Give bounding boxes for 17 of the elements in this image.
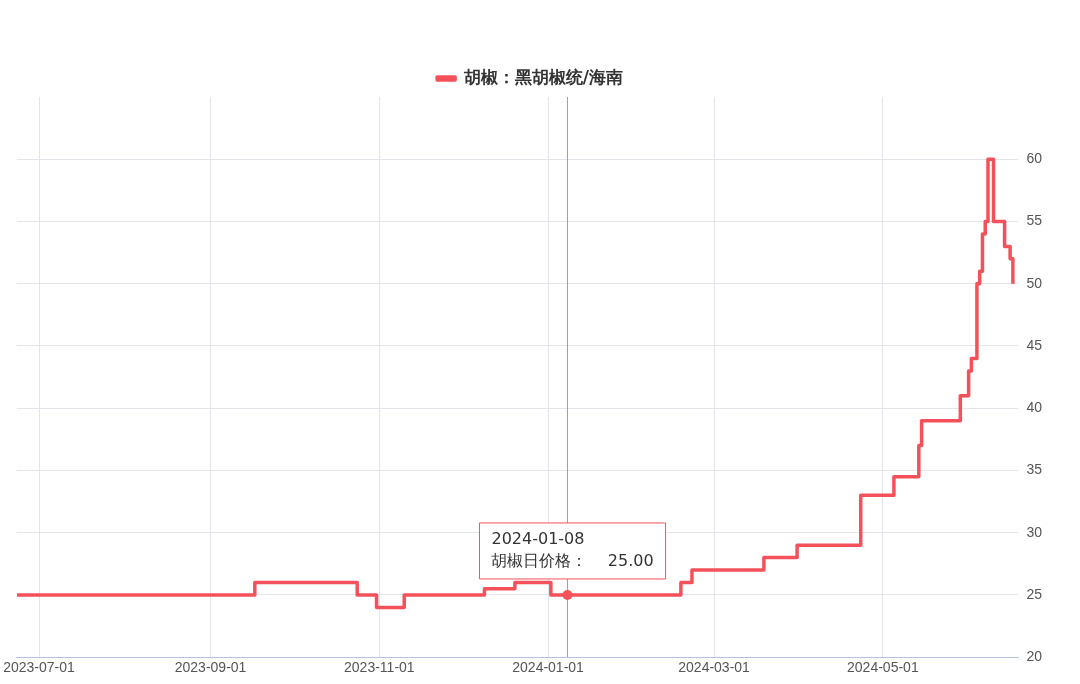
y-tick-label: 40 (1026, 399, 1043, 416)
x-tick-label: 2024-03-01 (678, 659, 751, 676)
x-tick-label: 2023-07-01 (3, 659, 76, 676)
y-tick-label: 50 (1026, 274, 1043, 291)
x-tick-label: 2023-09-01 (174, 659, 247, 676)
y-tick-label: 45 (1026, 336, 1043, 353)
y-tick-label: 25 (1026, 585, 1043, 602)
y-tick-label: 55 (1026, 212, 1043, 229)
x-tick-label: 2024-05-01 (847, 659, 919, 676)
y-tick-label: 35 (1026, 461, 1043, 478)
y-tick-label: 60 (1026, 150, 1043, 167)
legend-label: 胡椒：黑胡椒统/海南 (462, 66, 623, 87)
y-tick-label: 30 (1026, 523, 1043, 540)
x-tick-label: 2023-11-01 (344, 659, 415, 676)
y-tick-label: 20 (1026, 648, 1043, 665)
x-tick-label: 2024-01-01 (512, 659, 585, 676)
annotation: 2024-01-08 胡椒日价格： 25.00 (491, 529, 654, 571)
